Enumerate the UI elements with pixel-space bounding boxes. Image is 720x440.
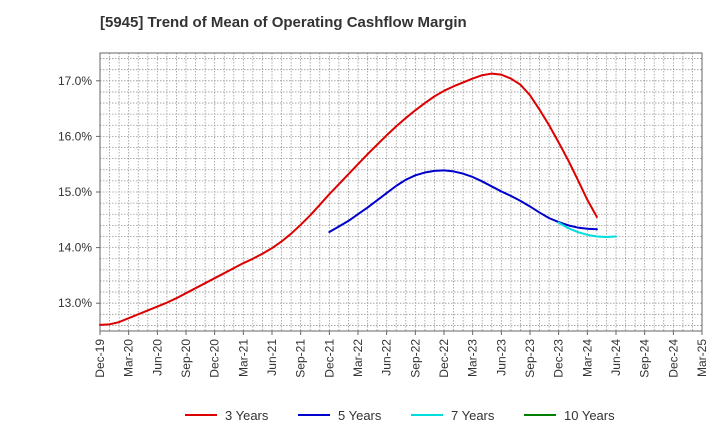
x-tick-label: Dec-21: [322, 339, 336, 378]
x-tick-label: Jun-23: [494, 339, 508, 376]
x-tick-label: Jun-24: [609, 339, 623, 376]
axis-layer: 13.0% 14.0% 15.0% 16.0% 17.0% Dec-19 Mar-20 Jun…: [58, 52, 709, 378]
x-tick-label: Mar-23: [466, 339, 480, 377]
legend-layer: 3 Years 5 Years 7 Years 10 Years: [185, 408, 615, 423]
legend-label: 5 Years: [338, 408, 382, 423]
x-tick-label: Sep-23: [523, 339, 537, 378]
y-tick-label: 13.0%: [58, 296, 92, 310]
series-line-3-years: [99, 72, 598, 326]
legend-label: 7 Years: [451, 408, 495, 423]
y-tick-label: 14.0%: [58, 241, 92, 255]
legend-label: 10 Years: [564, 408, 615, 423]
x-tick-label: Mar-24: [580, 339, 594, 377]
x-tick-label: Sep-21: [294, 339, 308, 378]
x-tick-label: Sep-22: [408, 339, 422, 378]
x-tick-label: Jun-22: [380, 339, 394, 376]
series-layer: [99, 72, 617, 326]
x-tick-label: Sep-24: [638, 339, 652, 378]
legend-label: 3 Years: [225, 408, 269, 423]
y-tick-label: 17.0%: [58, 74, 92, 88]
x-tick-label: Jun-20: [150, 339, 164, 376]
y-tick-label: 16.0%: [58, 129, 92, 143]
x-tick-label: Mar-21: [236, 339, 250, 377]
x-tick-label: Mar-20: [122, 339, 136, 377]
series-line-7-years: [557, 221, 617, 239]
chart-title: [5945] Trend of Mean of Operating Cashfl…: [100, 14, 467, 31]
x-tick-label: Mar-25: [695, 339, 709, 377]
x-tick-label: Dec-24: [666, 339, 680, 378]
x-tick-label: Sep-20: [179, 339, 193, 378]
x-tick-label: Dec-22: [437, 339, 451, 378]
x-tick-label: Dec-19: [93, 339, 107, 378]
grid-layer: [100, 53, 702, 331]
series-line-5-years: [328, 169, 598, 234]
x-tick-label: Jun-21: [265, 339, 279, 376]
x-tick-label: Dec-23: [552, 339, 566, 378]
x-tick-label: Mar-22: [351, 339, 365, 377]
y-tick-label: 15.0%: [58, 185, 92, 199]
x-tick-label: Dec-20: [208, 339, 222, 378]
